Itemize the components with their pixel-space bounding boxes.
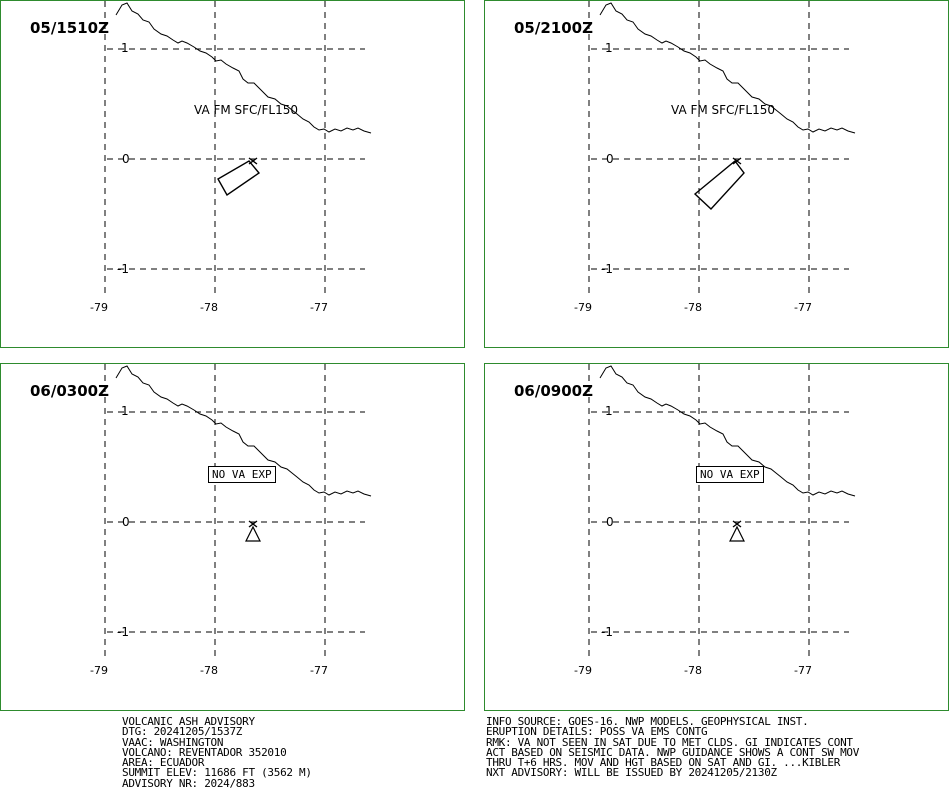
advisory-right-block: INFO SOURCE: GOES-16. NWP MODELS. GEOPHY… — [486, 715, 860, 780]
volcano-marker — [732, 520, 742, 528]
forecast-time-label: 06/0900Z — [514, 382, 593, 400]
advisory-line: SUMMIT ELEV: 11686 FT (3562 M) — [122, 766, 312, 780]
no-ash-expected-box: NO VA EXP — [696, 466, 764, 483]
lon-label-79: -79 — [90, 664, 108, 677]
graticule — [588, 1, 849, 293]
lat-label-0: 0 — [606, 152, 614, 166]
lat-label-minus1: -1 — [117, 262, 129, 276]
no-ash-expected-box: NO VA EXP — [208, 466, 276, 483]
map-panel-1: 05/1510Z VA FM SFC/FL150 1 0 -1 -79 -78 … — [0, 0, 465, 348]
lat-label-minus1: -1 — [117, 625, 129, 639]
advisory-line: AREA: ECUADOR — [122, 756, 205, 770]
map-panel-3: 06/0300Z NO VA EXP 1 0 -1 -79 -78 -77 — [0, 363, 465, 711]
lon-label-78: -78 — [684, 664, 702, 677]
graticule — [104, 1, 365, 293]
coastline — [115, 365, 372, 497]
lon-label-77: -77 — [310, 664, 328, 677]
advisory-line: ADVISORY NR: 2024/883 — [122, 776, 255, 790]
advisory-line: THRU T+6 HRS. MOV AND HGT BASED ON SAT A… — [486, 756, 841, 770]
map-canvas-3 — [104, 364, 372, 656]
map-canvas-2 — [588, 1, 856, 293]
lon-label-78: -78 — [684, 301, 702, 314]
ash-cloud-polygon — [693, 159, 745, 210]
advisory-line: ACT BASED ON SEISMIC DATA. NWP GUIDANCE … — [486, 745, 860, 759]
vent-triangle — [245, 525, 261, 542]
coastline — [599, 2, 856, 134]
map-panel-2: 05/2100Z VA FM SFC/FL150 1 0 -1 -79 -78 … — [484, 0, 949, 348]
lat-label-1: 1 — [121, 41, 129, 55]
map-canvas-1 — [104, 1, 372, 293]
lon-label-79: -79 — [574, 301, 592, 314]
graticule — [104, 364, 365, 656]
coastline — [115, 2, 372, 134]
advisory-line: DTG: 20241205/1537Z — [122, 725, 243, 739]
lat-label-minus1: -1 — [601, 262, 613, 276]
coastline — [599, 365, 856, 497]
lat-label-1: 1 — [605, 404, 613, 418]
forecast-time-label: 05/1510Z — [30, 19, 109, 37]
advisory-line: ERUPTION DETAILS: POSS VA EMS CONTG — [486, 725, 708, 739]
advisory-line: NXT ADVISORY: WILL BE ISSUED BY 20241205… — [486, 766, 777, 780]
lon-label-79: -79 — [90, 301, 108, 314]
vent-triangle — [729, 525, 745, 542]
volcano-marker — [248, 520, 258, 528]
lon-label-78: -78 — [200, 301, 218, 314]
map-canvas-4 — [588, 364, 856, 656]
advisory-line: VOLCANIC ASH ADVISORY — [122, 715, 255, 728]
advisory-line: INFO SOURCE: GOES-16. NWP MODELS. GEOPHY… — [486, 715, 809, 728]
ash-layer-label: VA FM SFC/FL150 — [671, 103, 775, 117]
lat-label-0: 0 — [122, 152, 130, 166]
lat-label-0: 0 — [122, 515, 130, 529]
advisory-line: RMK: VA NOT SEEN IN SAT DUE TO MET CLDS.… — [486, 735, 853, 749]
lon-label-77: -77 — [794, 301, 812, 314]
map-panel-4: 06/0900Z NO VA EXP 1 0 -1 -79 -78 -77 — [484, 363, 949, 711]
lat-label-1: 1 — [605, 41, 613, 55]
advisory-left-block: VOLCANIC ASH ADVISORY DTG: 20241205/1537… — [122, 715, 312, 790]
lon-label-78: -78 — [200, 664, 218, 677]
ash-layer-label: VA FM SFC/FL150 — [194, 103, 298, 117]
forecast-time-label: 05/2100Z — [514, 19, 593, 37]
volcano-marker — [732, 157, 742, 165]
lat-label-1: 1 — [121, 404, 129, 418]
advisory-line: VAAC: WASHINGTON — [122, 735, 224, 749]
forecast-time-label: 06/0300Z — [30, 382, 109, 400]
lat-label-0: 0 — [606, 515, 614, 529]
ash-cloud-polygon — [217, 160, 261, 197]
advisory-line: VOLCANO: REVENTADOR 352010 — [122, 745, 287, 759]
lon-label-77: -77 — [794, 664, 812, 677]
lat-label-minus1: -1 — [601, 625, 613, 639]
lon-label-77: -77 — [310, 301, 328, 314]
lon-label-79: -79 — [574, 664, 592, 677]
graticule — [588, 364, 849, 656]
